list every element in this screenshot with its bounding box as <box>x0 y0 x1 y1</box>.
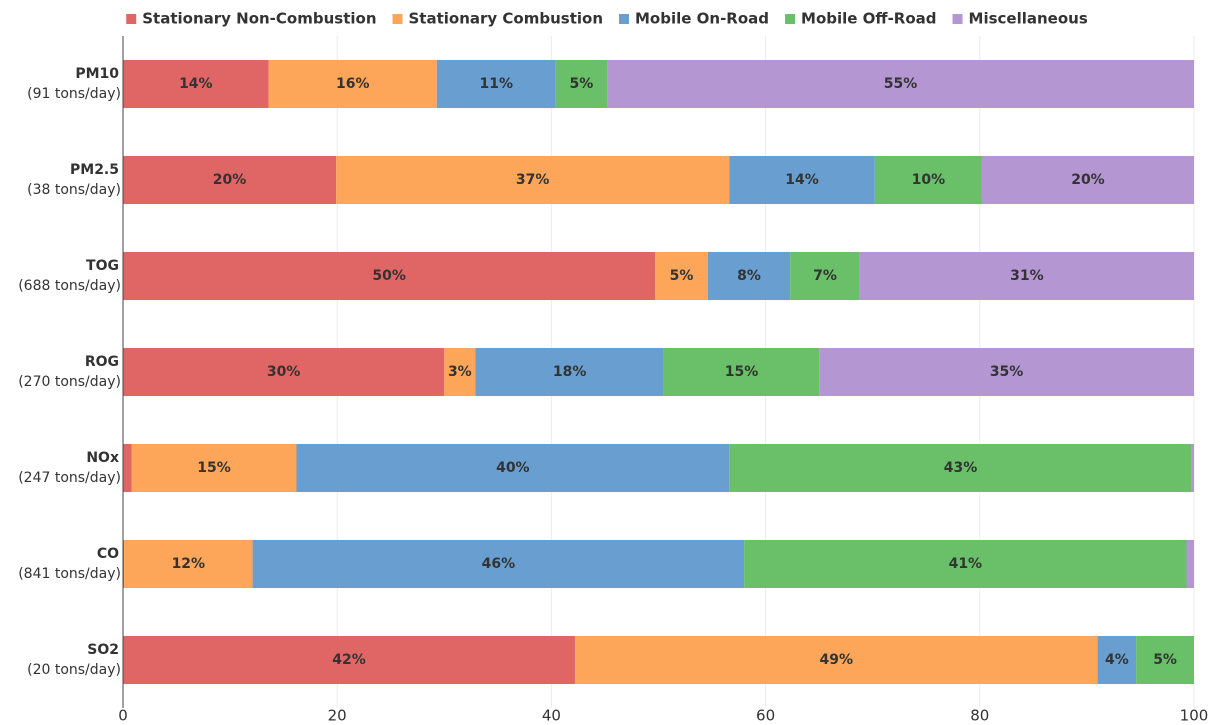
bar-segment <box>729 444 1192 492</box>
value-label: 46% <box>482 556 516 572</box>
category-label: SO2 <box>87 642 119 658</box>
x-tick-label: 100 <box>1180 707 1209 725</box>
value-label: 5% <box>670 268 694 284</box>
category-sublabel: (91 tons/day) <box>27 86 121 102</box>
bar-segment <box>859 252 1194 300</box>
bar-segment <box>555 60 608 108</box>
bar-segment <box>607 60 1194 108</box>
category-sublabel: (841 tons/day) <box>18 566 121 582</box>
bar-segment <box>1191 444 1194 492</box>
bar-segment <box>123 156 337 204</box>
category-sublabel: (38 tons/day) <box>27 182 121 198</box>
bar-segment <box>123 252 656 300</box>
bar-segment <box>123 540 125 588</box>
bar-segment <box>819 348 1194 396</box>
category-sublabel: (688 tons/day) <box>18 278 121 294</box>
bar-segment <box>874 156 982 204</box>
category-sublabel: (20 tons/day) <box>27 662 121 678</box>
value-label: 35% <box>990 364 1024 380</box>
legend-swatch <box>126 14 137 24</box>
value-label: 5% <box>1153 652 1177 668</box>
category-label: ROG <box>85 354 119 370</box>
x-tick-label: 20 <box>328 707 347 725</box>
value-label: 49% <box>820 652 854 668</box>
category-label: NOx <box>86 450 119 466</box>
bar-segment <box>444 348 476 396</box>
legend-label: Stationary Combustion <box>409 10 604 28</box>
value-label: 4% <box>1105 652 1129 668</box>
value-label: 16% <box>336 76 370 92</box>
bar-segment <box>123 60 269 108</box>
value-label: 55% <box>884 76 918 92</box>
bar-segment <box>131 444 297 492</box>
bar-segment <box>123 348 445 396</box>
bar-segment <box>436 60 556 108</box>
bar-segment <box>123 636 575 684</box>
value-label: 37% <box>516 172 550 188</box>
category-sublabel: (270 tons/day) <box>18 374 121 390</box>
legend-swatch <box>619 14 629 24</box>
x-tick-label: 60 <box>756 707 775 725</box>
value-label: 14% <box>785 172 819 188</box>
bar-segment <box>1097 636 1137 684</box>
bar-segment <box>123 444 132 492</box>
value-label: 12% <box>172 556 206 572</box>
category-label: PM2.5 <box>70 162 119 178</box>
value-label: 40% <box>496 460 530 476</box>
value-label: 30% <box>267 364 301 380</box>
bar-segment <box>574 636 1098 684</box>
value-label: 43% <box>944 460 978 476</box>
value-label: 15% <box>725 364 759 380</box>
legend-label: Mobile On-Road <box>635 10 769 28</box>
value-label: 20% <box>1071 172 1105 188</box>
value-label: 8% <box>737 268 761 284</box>
bar-segment <box>296 444 730 492</box>
value-label: 10% <box>912 172 946 188</box>
value-label: 50% <box>372 268 406 284</box>
value-label: 42% <box>332 652 366 668</box>
legend-label: Miscellaneous <box>969 10 1088 28</box>
bar-segment <box>981 156 1194 204</box>
value-label: 3% <box>448 364 472 380</box>
value-label: 41% <box>949 556 983 572</box>
value-label: 5% <box>569 76 593 92</box>
legend-swatch <box>952 14 963 24</box>
bar-segment <box>252 540 745 588</box>
bar-segment <box>707 252 791 300</box>
legend-label: Mobile Off-Road <box>801 10 937 28</box>
bar-segment <box>790 252 860 300</box>
bar-segment <box>124 540 253 588</box>
bar-segment <box>475 348 664 396</box>
bar-segment <box>268 60 437 108</box>
legend-swatch <box>392 14 403 24</box>
value-label: 20% <box>213 172 247 188</box>
value-label: 18% <box>553 364 587 380</box>
category-label: TOG <box>86 258 119 274</box>
bar-segment <box>336 156 730 204</box>
bar-segment <box>744 540 1187 588</box>
bar-segment <box>1136 636 1194 684</box>
value-label: 15% <box>197 460 231 476</box>
x-tick-label: 40 <box>542 707 561 725</box>
value-label: 31% <box>1010 268 1044 284</box>
category-sublabel: (247 tons/day) <box>18 470 121 486</box>
value-label: 11% <box>479 76 513 92</box>
value-label: 7% <box>813 268 837 284</box>
x-tick-label: 80 <box>970 707 989 725</box>
bar-segment <box>1186 540 1194 588</box>
value-label: 14% <box>179 76 213 92</box>
bar-segment <box>655 252 708 300</box>
bar-segment <box>663 348 820 396</box>
legend-swatch <box>785 14 796 24</box>
x-tick-label: 0 <box>118 707 128 725</box>
category-label: PM10 <box>75 66 119 82</box>
category-label: CO <box>97 546 119 562</box>
legend-label: Stationary Non-Combustion <box>142 10 376 28</box>
bar-segment <box>729 156 875 204</box>
